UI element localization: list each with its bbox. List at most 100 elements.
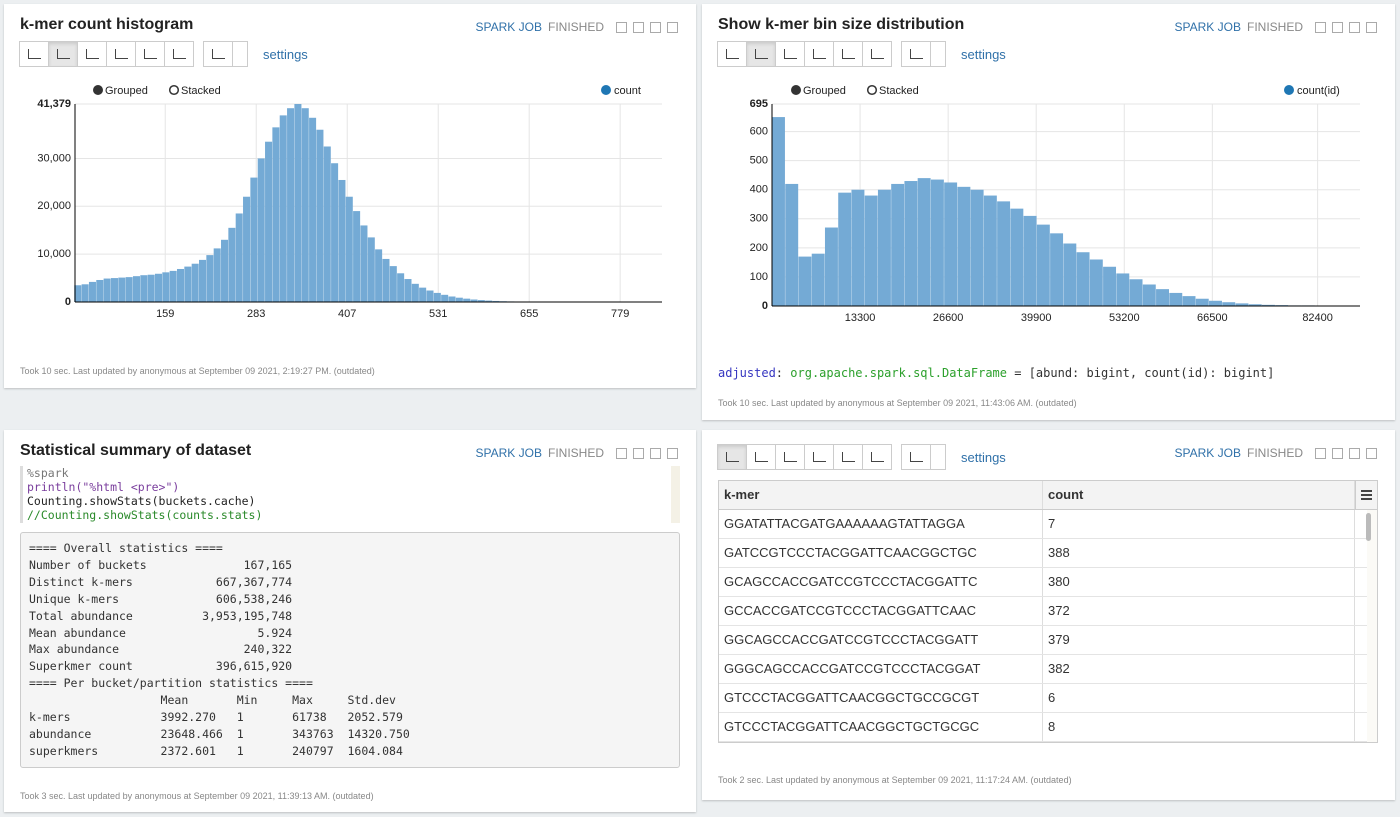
line-button[interactable]	[833, 444, 863, 470]
table-header: k-mer count	[719, 481, 1377, 510]
settings-toggle[interactable]: settings	[961, 449, 1006, 465]
bar	[235, 213, 243, 302]
spark-job-link[interactable]: SPARK JOB	[1174, 446, 1241, 460]
x-tick-label: 53200	[1109, 312, 1140, 324]
bar	[169, 270, 177, 302]
output-line: Max abundance 240,322	[29, 642, 293, 657]
var-type: org.apache.spark.sql.DataFrame	[790, 366, 1008, 380]
download-button[interactable]	[203, 41, 233, 67]
output-line: abundance 23648.466 1 343763 14320.750	[29, 726, 410, 741]
bar	[970, 189, 984, 306]
hide-button[interactable]	[1349, 447, 1360, 459]
output-line: Superkmer count 396,615,920	[29, 659, 293, 674]
pie-button[interactable]	[77, 41, 107, 67]
bar	[1103, 266, 1117, 306]
scatter-button[interactable]	[862, 444, 892, 470]
run-button[interactable]	[616, 447, 627, 459]
bar	[345, 196, 353, 302]
paragraph-footer: Took 2 sec. Last updated by anonymous at…	[718, 775, 1072, 785]
area-button[interactable]	[804, 444, 834, 470]
table-button[interactable]	[717, 444, 747, 470]
table-cell: 7	[1043, 510, 1355, 538]
bar	[448, 296, 456, 302]
bar	[162, 272, 170, 302]
download-menu[interactable]	[232, 41, 248, 67]
paragraph: Show k-mer bin size distribution SPARK J…	[702, 4, 1395, 420]
bar	[397, 273, 405, 302]
table-row: GGCAGCCACCGATCCGTCCCTACGGATT 379	[719, 626, 1367, 655]
bar-button[interactable]	[48, 41, 78, 67]
table-button[interactable]	[717, 41, 747, 67]
bar	[811, 253, 825, 306]
mode-radio	[168, 84, 180, 96]
hide-button[interactable]	[1349, 21, 1360, 33]
column-header: k-mer	[719, 481, 1043, 509]
bar-button[interactable]	[746, 41, 776, 67]
settings-button[interactable]	[667, 447, 678, 459]
table-cell: GGGCAGCCACCGATCCGTCCCTACGGAT	[719, 655, 1043, 683]
settings-button[interactable]	[1366, 21, 1377, 33]
bar	[154, 273, 163, 302]
pie-button[interactable]	[775, 444, 805, 470]
expand-button[interactable]	[1332, 21, 1343, 33]
bar	[864, 195, 878, 306]
expand-button[interactable]	[633, 21, 644, 33]
spark-job-link[interactable]: SPARK JOB	[475, 20, 542, 34]
code-editor[interactable]: %spark println("%html <pre>") Counting.sho…	[20, 466, 680, 523]
run-button[interactable]	[1315, 21, 1326, 33]
bar	[930, 179, 944, 306]
settings-toggle[interactable]: settings	[263, 46, 308, 62]
line-button[interactable]	[833, 41, 863, 67]
download-menu[interactable]	[930, 444, 946, 470]
bar	[455, 297, 463, 302]
area-button[interactable]	[106, 41, 136, 67]
table-cell: 380	[1043, 568, 1355, 596]
paragraph-title: Show k-mer bin size distribution	[718, 16, 965, 33]
settings-toggle[interactable]: settings	[961, 46, 1006, 62]
pie-button[interactable]	[775, 41, 805, 67]
bar	[323, 146, 331, 302]
hide-button[interactable]	[650, 21, 661, 33]
mode-radio	[791, 85, 801, 95]
bar	[287, 108, 295, 302]
line-button[interactable]	[135, 41, 165, 67]
column-menu[interactable]	[1355, 481, 1377, 509]
table-cell: 8	[1043, 713, 1355, 741]
download-button[interactable]	[901, 41, 931, 67]
result-table: k-mer count GGATATTACGATGAAAAAAGTATTAGGA 7 G…	[718, 480, 1378, 743]
scatter-button[interactable]	[164, 41, 194, 67]
area-button[interactable]	[804, 41, 834, 67]
hide-button[interactable]	[650, 447, 661, 459]
bar	[375, 249, 383, 302]
paragraph: SPARK JOB FINISHED settings k-mer count GG…	[702, 430, 1395, 800]
download-menu[interactable]	[930, 41, 946, 67]
x-tick-label: 283	[247, 308, 265, 320]
output-line: Number of buckets 167,165	[29, 557, 293, 572]
bar	[983, 195, 997, 306]
scatter-button[interactable]	[862, 41, 892, 67]
bar-button[interactable]	[746, 444, 776, 470]
settings-button[interactable]	[667, 21, 678, 33]
expand-button[interactable]	[633, 447, 644, 459]
table-row: GCCACCGATCCGTCCCTACGGATTCAAC 372	[719, 597, 1367, 626]
bar	[426, 290, 434, 302]
bar	[316, 129, 324, 302]
table-cell: 372	[1043, 597, 1355, 625]
run-button[interactable]	[616, 21, 627, 33]
bar	[1063, 243, 1077, 306]
mode-radio	[866, 84, 878, 96]
expand-button[interactable]	[1332, 447, 1343, 459]
run-button[interactable]	[1315, 447, 1326, 459]
bar	[279, 115, 287, 302]
download-button[interactable]	[901, 444, 931, 470]
bar	[1156, 289, 1169, 306]
spark-job-link[interactable]: SPARK JOB	[475, 446, 542, 460]
table-button[interactable]	[19, 41, 49, 67]
bar	[1235, 303, 1249, 306]
spark-job-link[interactable]: SPARK JOB	[1174, 20, 1241, 34]
paragraph-footer: Took 3 sec. Last updated by anonymous at…	[20, 791, 374, 801]
bar	[221, 239, 229, 302]
bar	[1116, 273, 1130, 306]
y-tick-label: 600	[750, 126, 768, 138]
settings-button[interactable]	[1366, 447, 1377, 459]
